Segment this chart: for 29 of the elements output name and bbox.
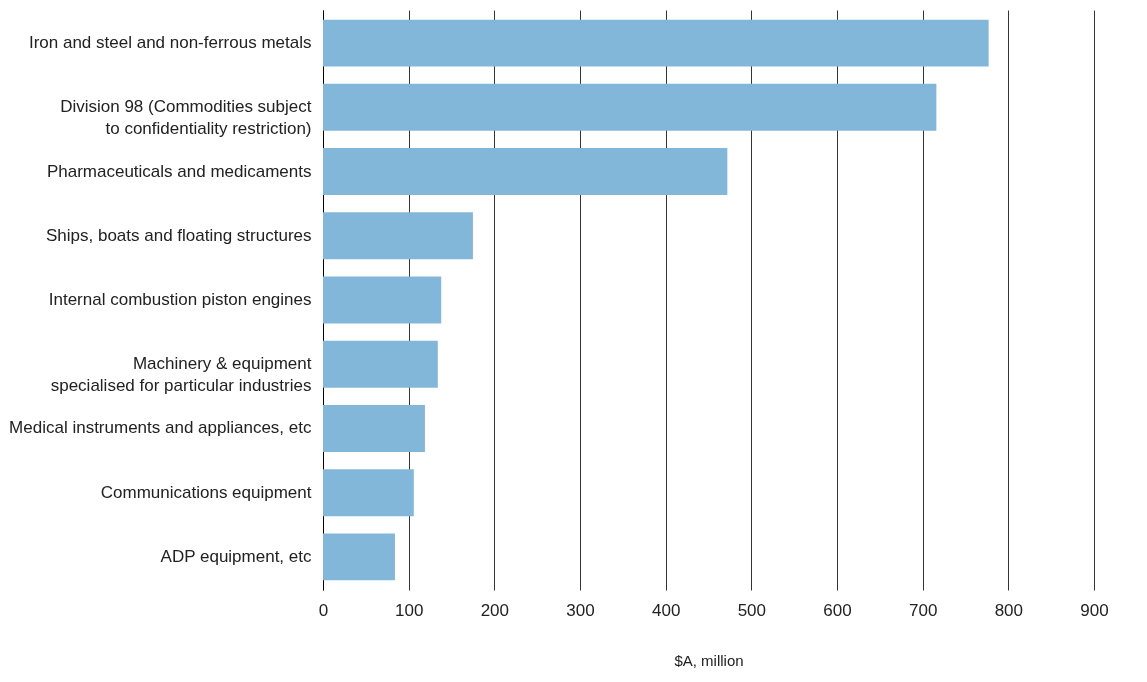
x-axis-title: $A, million [674,651,744,669]
x-tick-label: 500 [737,600,767,620]
x-tick-label: 200 [480,600,510,620]
y-tick-label: Medical instruments and appliances, etc [9,418,312,438]
bar [323,19,989,67]
x-tick-label: 300 [566,600,595,620]
y-tick-label: Division 98 (Commodities subject to confidentiality restriction) [60,97,312,139]
y-tick-label: Machinery & equipment specialised for particular industries [50,354,312,396]
bar [323,340,438,388]
y-tick-label: ADP equipment, etc [160,546,312,566]
x-tick-label: 700 [908,600,938,620]
x-tick-label: 600 [823,600,852,620]
y-tick-label: Internal combustion piston engines [48,290,312,309]
bar [323,469,414,517]
y-tick-label: Pharmaceuticals and medicaments [46,161,312,181]
x-tick-label: 900 [1080,600,1109,620]
bar [323,405,425,452]
bar [323,212,473,260]
bar [323,83,937,131]
y-tick-label: Communications equipment [100,482,312,502]
y-tick-label: Ships, boats and floating structures [45,225,312,245]
x-tick-label: 0 [318,600,329,620]
y-tick-label: Iron and steel and non-ferrous metals [28,33,312,53]
x-tick-label: 100 [394,600,424,620]
x-tick-label: 400 [651,600,681,620]
x-tick-label: 800 [994,600,1024,620]
bar [323,148,728,195]
bar [323,533,395,581]
bar [323,276,442,324]
